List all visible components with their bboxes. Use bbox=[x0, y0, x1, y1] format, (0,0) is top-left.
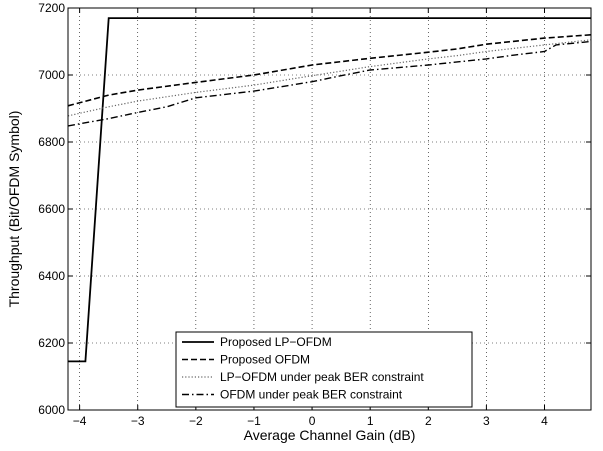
y-tick-label: 6000 bbox=[38, 403, 65, 417]
legend: Proposed LP−OFDM Proposed OFDM LP−OFDM und… bbox=[175, 331, 473, 408]
x-tick-label: −1 bbox=[247, 414, 261, 428]
legend-label-1: Proposed LP−OFDM bbox=[220, 335, 332, 349]
x-tick-label: −2 bbox=[189, 414, 203, 428]
x-axis-title: Average Channel Gain (dB) bbox=[244, 427, 416, 443]
x-tick-label: 3 bbox=[483, 414, 490, 428]
x-tick-label: −3 bbox=[131, 414, 145, 428]
legend-box bbox=[175, 331, 473, 408]
x-tick-label: −4 bbox=[73, 414, 87, 428]
x-tick-label: 1 bbox=[367, 414, 374, 428]
x-tick-label: 0 bbox=[309, 414, 316, 428]
y-tick-label: 6400 bbox=[38, 269, 65, 283]
series-lines bbox=[67, 17, 592, 363]
x-tick-label: 4 bbox=[541, 414, 548, 428]
legend-label-3: LP−OFDM under peak BER constraint bbox=[220, 370, 424, 384]
y-tick-label: 7000 bbox=[38, 68, 65, 82]
grid bbox=[68, 7, 591, 411]
y-tick-label: 7200 bbox=[38, 1, 65, 15]
series-line-2 bbox=[67, 34, 592, 107]
y-tick-labels: 6000 6200 6400 6600 6800 7000 7200 bbox=[38, 1, 65, 417]
x-tick-label: 2 bbox=[425, 414, 432, 428]
series-line-1 bbox=[68, 17, 591, 363]
y-tick-label: 6800 bbox=[38, 135, 65, 149]
x-tick-labels: −4 −3 −2 −1 0 1 2 3 4 bbox=[73, 414, 548, 428]
series-line-4 bbox=[67, 40, 592, 127]
legend-label-4: OFDM under peak BER constraint bbox=[220, 388, 403, 402]
y-tick-label: 6200 bbox=[38, 336, 65, 350]
y-axis-title: Throughput (Bit/OFDM Symbol) bbox=[6, 111, 22, 308]
legend-label-2: Proposed OFDM bbox=[220, 353, 310, 367]
y-tick-label: 6600 bbox=[38, 202, 65, 216]
